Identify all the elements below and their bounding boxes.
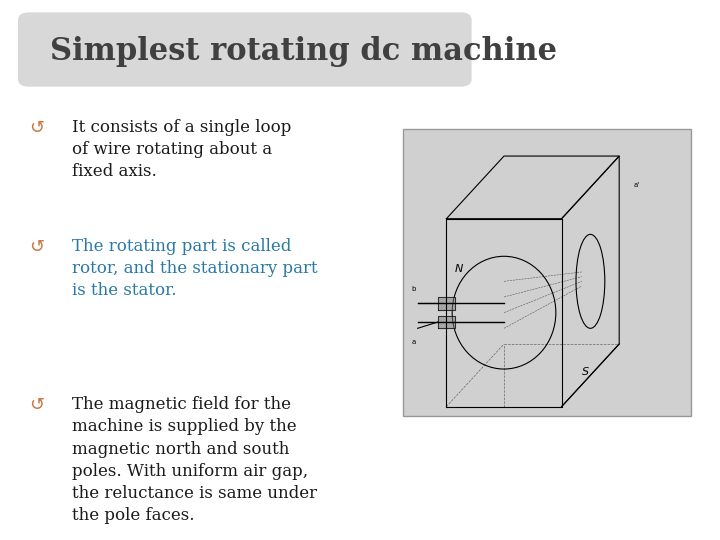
Text: ↺: ↺ [29,396,44,414]
FancyBboxPatch shape [18,12,472,86]
Text: N: N [455,264,464,274]
Text: ↺: ↺ [29,119,44,137]
Text: The rotating part is called
rotor, and the stationary part
is the stator.: The rotating part is called rotor, and t… [72,238,318,299]
Text: a: a [412,339,416,345]
Text: b: b [412,286,416,292]
FancyBboxPatch shape [0,0,720,500]
Text: ↺: ↺ [29,238,44,255]
Text: Simplest rotating dc machine: Simplest rotating dc machine [50,37,557,68]
Text: It consists of a single loop
of wire rotating about a
fixed axis.: It consists of a single loop of wire rot… [72,119,292,180]
Text: The magnetic field for the
machine is supplied by the
magnetic north and south
p: The magnetic field for the machine is su… [72,396,317,524]
Polygon shape [438,297,455,309]
Text: S: S [582,367,589,377]
Polygon shape [438,316,455,328]
Text: a': a' [634,183,640,188]
FancyBboxPatch shape [403,129,691,416]
